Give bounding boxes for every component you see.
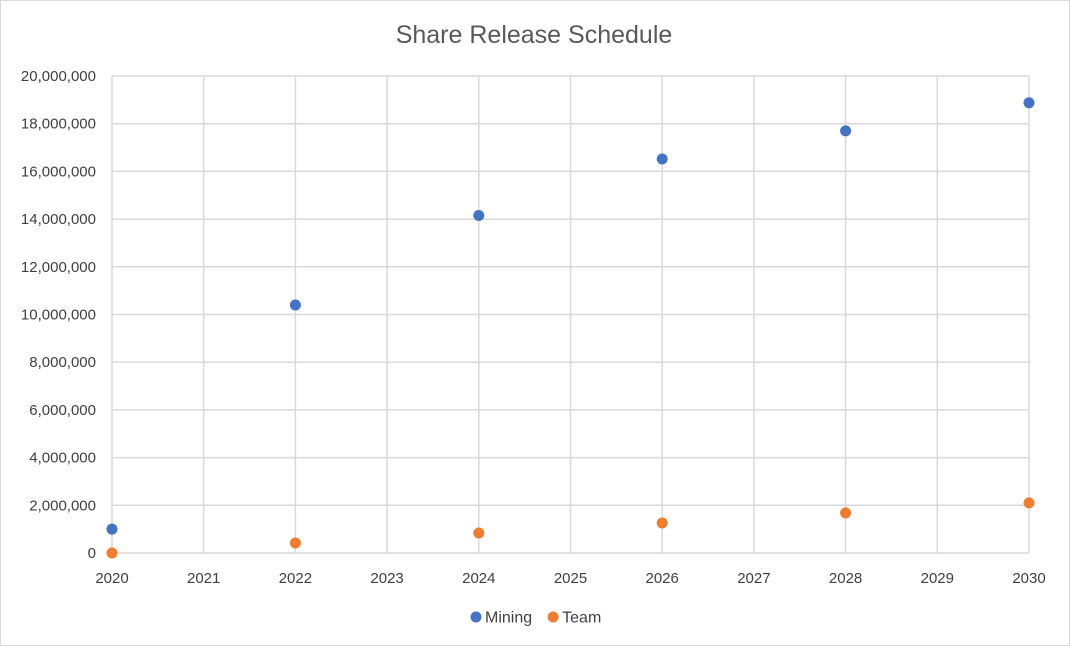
x-tick-label: 2020 <box>95 570 128 587</box>
y-tick-label: 6,000,000 <box>29 402 96 419</box>
legend-label-team: Team <box>562 610 601 627</box>
y-tick-label: 18,000,000 <box>21 116 96 133</box>
x-tick-label: 2023 <box>370 570 403 587</box>
data-points <box>106 97 1035 559</box>
y-tick-label: 20,000,000 <box>21 68 96 85</box>
mining-point <box>106 523 118 535</box>
x-tick-label: 2024 <box>462 570 495 587</box>
mining-point <box>473 210 485 222</box>
y-tick-label: 2,000,000 <box>29 497 96 514</box>
x-tick-label: 2025 <box>554 570 587 587</box>
legend-marker-team <box>547 611 559 623</box>
legend-marker-mining <box>470 611 482 623</box>
x-tick-label: 2027 <box>737 570 770 587</box>
team-point <box>1023 497 1035 509</box>
y-tick-label: 16,000,000 <box>21 163 96 180</box>
mining-point <box>289 299 301 311</box>
team-point <box>473 527 485 539</box>
y-tick-label: 8,000,000 <box>29 354 96 371</box>
mining-point <box>1023 97 1035 109</box>
mining-point <box>840 125 852 137</box>
y-tick-label: 10,000,000 <box>21 307 96 324</box>
team-point <box>840 507 852 519</box>
y-axis-ticks: 0 2,000,000 4,000,000 6,000,000 8,000,000 10,… <box>21 68 96 562</box>
legend: Mining Team <box>470 610 601 627</box>
y-tick-label: 12,000,000 <box>21 259 96 276</box>
mining-point <box>656 153 668 165</box>
y-tick-label: 14,000,000 <box>21 211 96 228</box>
x-tick-label: 2026 <box>646 570 679 587</box>
legend-label-mining: Mining <box>485 610 532 627</box>
team-point <box>106 547 118 559</box>
x-tick-label: 2030 <box>1012 570 1045 587</box>
x-tick-label: 2021 <box>187 570 220 587</box>
y-tick-label: 0 <box>88 545 96 562</box>
grid-lines <box>111 75 1030 554</box>
x-tick-label: 2022 <box>279 570 312 587</box>
x-axis-ticks: 2020 2021 2022 2023 2024 2025 2026 2027 2028 2029… <box>95 570 1045 587</box>
x-tick-label: 2028 <box>829 570 862 587</box>
team-point <box>656 517 668 529</box>
chart-title: Share Release Schedule <box>396 21 673 49</box>
team-point <box>289 537 301 549</box>
y-tick-label: 4,000,000 <box>29 450 96 467</box>
x-tick-label: 2029 <box>921 570 954 587</box>
